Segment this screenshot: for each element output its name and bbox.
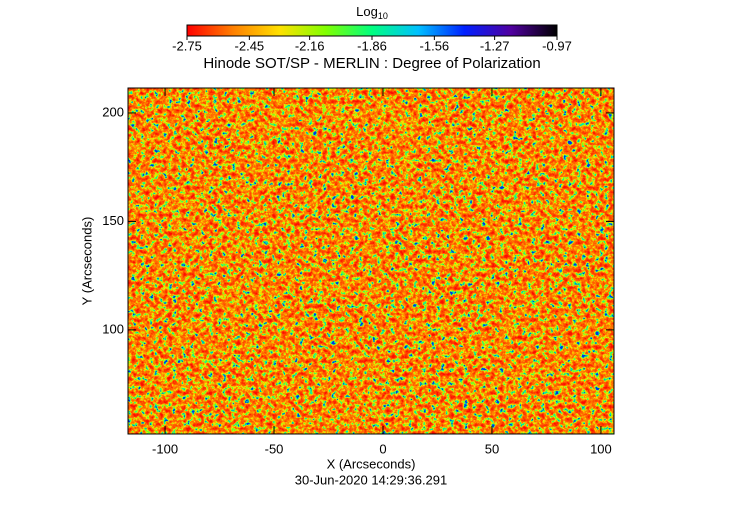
y-axis-label: Y (Arcseconds): [79, 217, 94, 306]
heatmap-image: [128, 88, 614, 434]
footer-timestamp: 30-Jun-2020 14:29:36.291: [295, 472, 448, 487]
y-tick-label: 200: [102, 104, 124, 119]
x-tick-label: -100: [152, 441, 178, 456]
x-tick-label: -50: [265, 441, 284, 456]
colorbar-tick-label: -1.56: [420, 38, 450, 53]
y-tick-label: 150: [102, 213, 124, 228]
colorbar-tick-label: -2.45: [235, 38, 265, 53]
colorbar-label-main: Log: [356, 4, 378, 19]
colorbar-label: Log10: [356, 4, 388, 21]
colorbar-tick-label: -1.86: [357, 38, 387, 53]
y-tick-label: 100: [102, 321, 124, 336]
colorbar-tick-label: -2.16: [295, 38, 325, 53]
colorbar-tick-label: -0.97: [542, 38, 572, 53]
x-axis-label: X (Arcseconds): [327, 456, 416, 471]
colorbar-label-sub: 10: [378, 11, 388, 21]
x-tick-label: 100: [590, 441, 612, 456]
colorbar-tick-label: -2.75: [172, 38, 202, 53]
colorbar: [186, 24, 558, 37]
plot-frame: [127, 87, 615, 435]
x-tick-label: 50: [485, 441, 499, 456]
colorbar-tick-label: -1.27: [480, 38, 510, 53]
x-tick-label: 0: [379, 441, 386, 456]
chart-title: Hinode SOT/SP - MERLIN : Degree of Polar…: [203, 55, 540, 72]
